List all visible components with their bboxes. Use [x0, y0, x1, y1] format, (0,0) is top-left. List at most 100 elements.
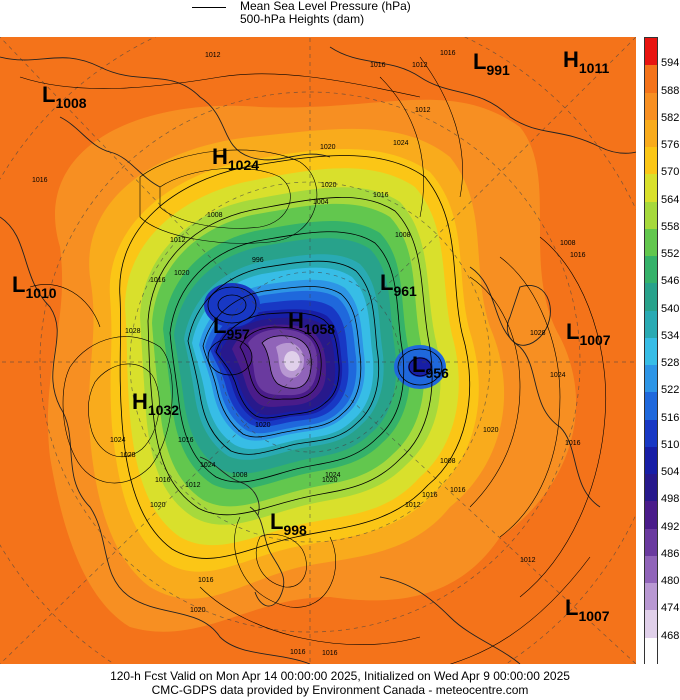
isobar-label: 1020	[190, 607, 206, 614]
colorbar-label: 576	[661, 139, 680, 152]
colorbar-label: 588	[661, 84, 680, 97]
isobar-label: 1008	[440, 458, 456, 465]
colorbar-label: 492	[661, 520, 680, 533]
colorbar-segment	[645, 65, 657, 93]
pressure-center-13: L1007	[565, 595, 610, 624]
isobar-label: 1020	[255, 422, 271, 429]
isobar-label: 1016	[178, 437, 194, 444]
colorbar-label: 552	[661, 248, 680, 261]
legend-mslp-label: Mean Sea Level Pressure (hPa)	[240, 0, 411, 13]
isobar-label: 1016	[198, 577, 214, 584]
isobar-label: 1012	[205, 52, 221, 59]
colorbar-segment	[645, 174, 657, 203]
isobar-label: 1020	[150, 502, 166, 509]
isobar-label: 1008	[207, 212, 223, 219]
colorbar-segment	[645, 583, 657, 611]
colorbar-label: 528	[661, 357, 680, 370]
pressure-centers: L991 H1011 L1008 H1024 L1010 L957 H1058 …	[12, 47, 611, 624]
colorbar-label: 582	[661, 111, 680, 124]
graticule	[0, 37, 636, 664]
colorbar-segment	[645, 419, 657, 448]
colorbar-label: 474	[661, 602, 680, 615]
colorbar-segment	[645, 365, 657, 393]
colorbar-label: 468	[661, 629, 680, 642]
isobar-labels: 1012 1016 1012 1016 1020 1024 1016 1012 …	[32, 50, 586, 657]
pressure-center-10: L956	[412, 352, 449, 381]
isobar-label: 1016	[565, 440, 581, 447]
isobar-label: 1020	[322, 477, 338, 484]
pressure-center-7: H1058	[288, 308, 335, 337]
pressure-center-8: L961	[380, 270, 417, 299]
footer-credit: CMC-GDPS data provided by Environment Ca…	[151, 683, 529, 697]
colorbar-segment	[645, 147, 657, 175]
isobar-label: 1024	[325, 472, 341, 479]
pressure-center-6: L957	[213, 313, 250, 342]
colorbar-label: 534	[661, 329, 680, 342]
isobar-label: 1020	[320, 144, 336, 151]
colorbar-label: 516	[661, 411, 680, 424]
colorbar-label: 594	[661, 57, 680, 70]
colorbar-segment	[645, 228, 657, 257]
pressure-center-1: L991	[473, 49, 510, 78]
isobar-label: 1012	[405, 502, 421, 509]
colorbar-segment	[645, 446, 657, 475]
isobar-label: 1016	[370, 62, 386, 69]
isobar-label: 1016	[290, 649, 306, 656]
pressure-center-11: H1032	[132, 389, 179, 418]
map-legend: Mean Sea Level Pressure (hPa) 500-hPa He…	[192, 0, 492, 34]
coastlines	[0, 46, 636, 664]
colorbar-segment	[645, 637, 657, 666]
height-band-468	[284, 351, 300, 371]
isobar-label: 1016	[450, 487, 466, 494]
isobar-label: 1016	[150, 277, 166, 284]
colorbar-label: 480	[661, 575, 680, 588]
pressure-center-2: H1011	[563, 47, 609, 76]
isobar-label: 1028	[125, 328, 141, 335]
isobar-label: 1016	[373, 192, 389, 199]
isobar-label: 1008	[232, 472, 248, 479]
colorbar-label: 522	[661, 384, 680, 397]
pressure-center-12: L998	[270, 509, 307, 538]
isobar-label: 1012	[520, 557, 536, 564]
isobar-label: 1020	[483, 427, 499, 434]
colorbar-label: 564	[661, 193, 680, 206]
isobar-label: 1016	[32, 177, 48, 184]
polar-stereographic-map: L991 H1011 L1008 H1024 L1010 L957 H1058 …	[0, 37, 636, 664]
isobar-label: 1012	[170, 237, 186, 244]
colorbar-segment	[645, 283, 657, 312]
isobars	[19, 56, 606, 664]
isobar-label: 1016	[422, 492, 438, 499]
colorbar-segment	[645, 337, 657, 366]
pressure-center-9: L1007	[566, 319, 611, 348]
height-colorbar	[644, 37, 658, 666]
colorbar-segment	[645, 610, 657, 639]
pressure-center-5: L1010	[12, 272, 57, 301]
colorbar-segment	[645, 474, 657, 502]
colorbar-segment	[645, 528, 657, 557]
colorbar-label: 510	[661, 438, 680, 451]
colorbar-label: 558	[661, 220, 680, 233]
pressure-center-3: L1008	[42, 82, 87, 111]
legend-500hpa-label: 500-hPa Heights (dam)	[240, 12, 365, 26]
colorbar-label: 486	[661, 547, 680, 560]
pressure-center-4: H1024	[212, 144, 259, 173]
isobar-label: 1008	[395, 232, 411, 239]
isobar-label: 1004	[313, 199, 329, 206]
colorbar-segment	[645, 310, 657, 339]
colorbar-label: 540	[661, 302, 680, 315]
isobar-label: 1024	[110, 437, 126, 444]
isobar-label: 1016	[322, 650, 338, 657]
colorbar-segment	[645, 392, 657, 421]
isobar-label: 1024	[393, 140, 409, 147]
isobar-label: 1028	[120, 452, 136, 459]
colorbar-label: 570	[661, 166, 680, 179]
colorbar-label: 498	[661, 493, 680, 506]
isobar-label: 1020	[321, 182, 337, 189]
colorbar-label: 504	[661, 466, 680, 479]
colorbar-segment	[645, 119, 657, 148]
isobar-label: 1020	[174, 270, 190, 277]
colorbar-segment	[645, 201, 657, 230]
isobar-label: 1024	[200, 462, 216, 469]
colorbar-segment	[645, 256, 657, 284]
isobar-label: 1012	[415, 107, 431, 114]
